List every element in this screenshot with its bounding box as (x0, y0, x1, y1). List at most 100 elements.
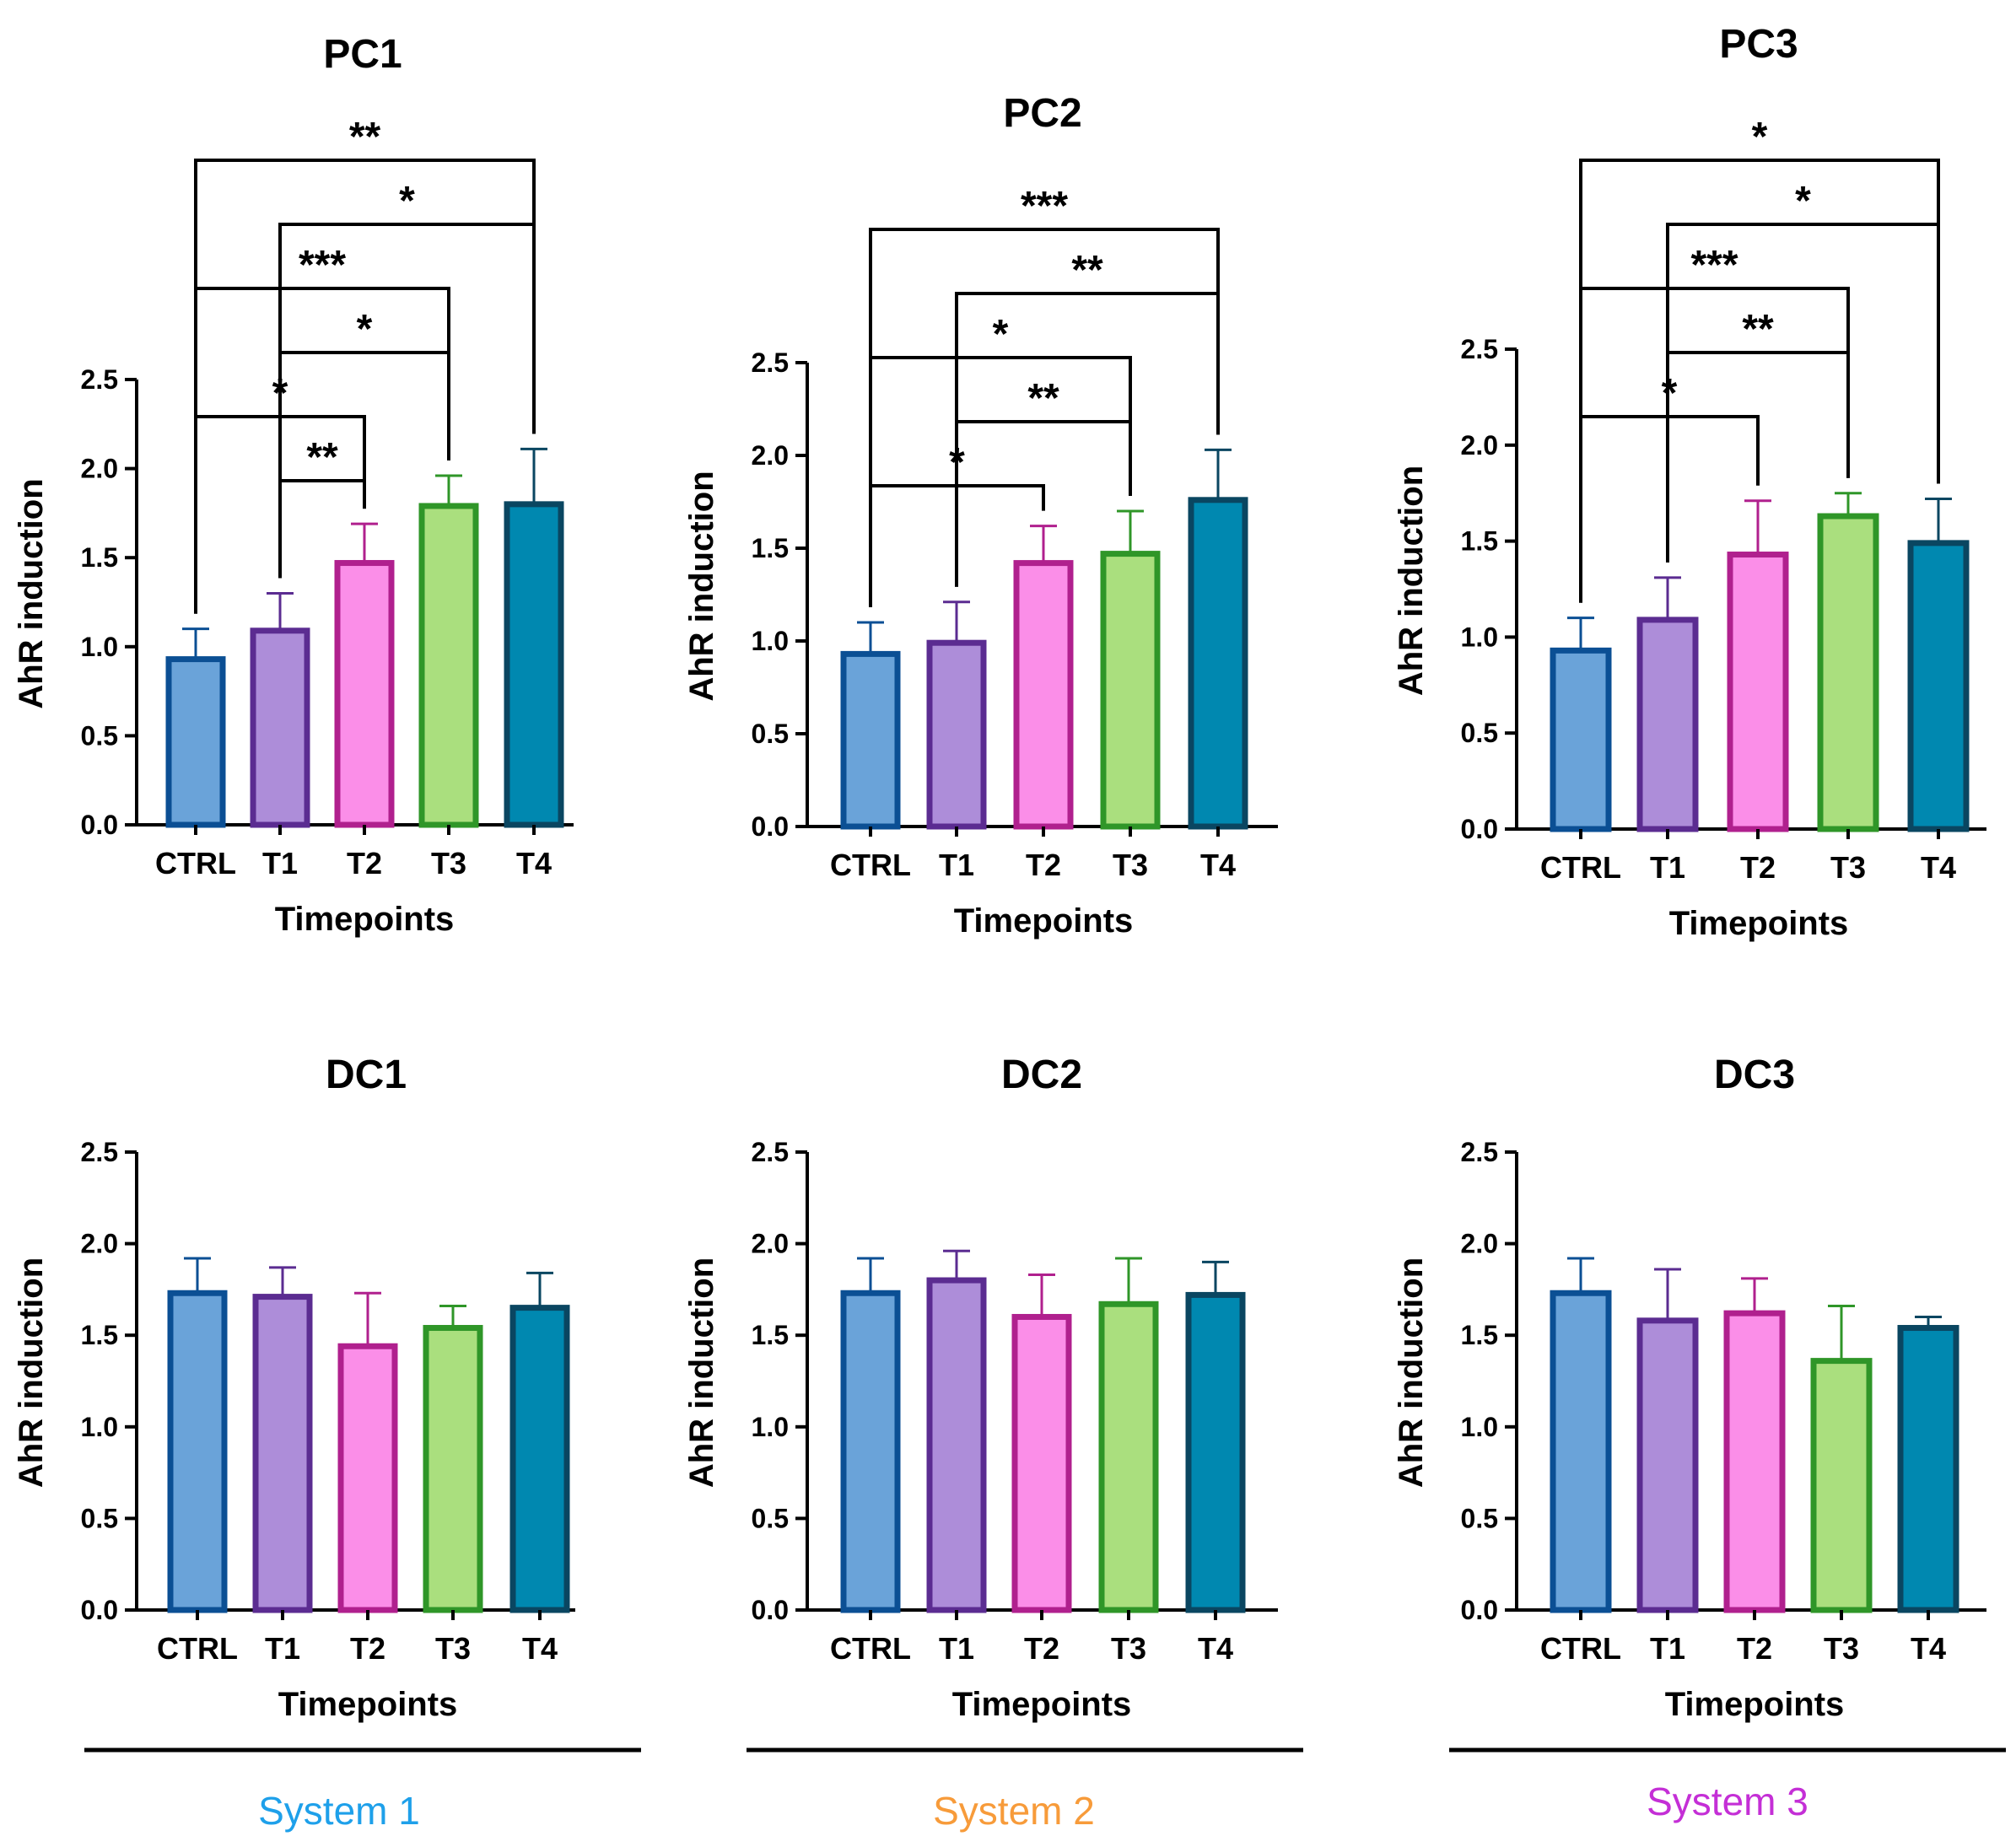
x-tick-label: T1 (1650, 850, 1685, 885)
x-tick-label: T4 (1200, 848, 1236, 882)
x-tick-label: T1 (939, 848, 974, 882)
chart-title: DC2 (1001, 1053, 1082, 1097)
bar-t1 (926, 1277, 987, 1613)
x-tick-label: T3 (1113, 848, 1148, 882)
bar-t4 (1185, 1291, 1246, 1613)
y-axis-title: AhR induction (683, 1257, 720, 1488)
x-tick-label: T4 (516, 846, 552, 880)
significance-label: * (357, 307, 373, 352)
bar-t2 (334, 560, 395, 828)
y-tick-label: 0.5 (81, 720, 118, 751)
chart-title: DC3 (1714, 1053, 1795, 1097)
significance-label: ** (1027, 376, 1059, 421)
y-tick-label: 0.0 (81, 810, 118, 840)
significance-bracket (194, 159, 536, 614)
significance-label: * (993, 312, 1009, 357)
x-axis-title: Timepoints (1669, 905, 1849, 942)
x-axis-title: Timepoints (954, 902, 1134, 940)
x-tick-label: T4 (522, 1631, 558, 1666)
bar-t2 (1727, 552, 1789, 832)
significance-label: ** (349, 115, 381, 159)
x-tick-label: CTRL (157, 1631, 238, 1666)
bar-t4 (1897, 1325, 1959, 1613)
bar-t1 (250, 627, 310, 828)
y-tick-label: 1.5 (752, 1320, 789, 1350)
bar-ctrl (165, 656, 226, 828)
significance-label: ** (1071, 248, 1103, 293)
x-tick-label: T2 (1024, 1631, 1059, 1666)
y-tick-label: 1.0 (1461, 1412, 1498, 1442)
bar-t4 (504, 501, 564, 828)
x-tick-label: CTRL (830, 1631, 911, 1666)
bar-t1 (252, 1294, 313, 1613)
x-tick-label: T3 (1111, 1631, 1146, 1666)
bar-t1 (1636, 617, 1699, 832)
x-tick-label: T4 (1198, 1631, 1233, 1666)
y-tick-label: 2.0 (752, 1229, 789, 1259)
significance-label: * (1752, 115, 1768, 159)
y-tick-label: 2.5 (1461, 1137, 1498, 1167)
y-tick-label: 1.5 (81, 542, 118, 573)
chart-dc1: DC1 0.0 0.5 1.0 1.5 2.0 2.5 AhR induction CTRL T1… (13, 1053, 575, 1723)
bar-t2 (337, 1343, 398, 1613)
system-group-2: System 2 (747, 1747, 1303, 1833)
bar-t3 (423, 1325, 483, 1613)
y-tick-label: 0.0 (752, 811, 789, 842)
system-group-1: System 1 (84, 1747, 641, 1833)
y-tick-label: 0.0 (1461, 1595, 1498, 1625)
chart-title: PC3 (1719, 22, 1798, 67)
x-tick-label: T2 (1740, 850, 1776, 885)
bar-t2 (1013, 560, 1074, 830)
x-tick-label: T1 (262, 846, 298, 880)
x-tick-label: CTRL (1540, 850, 1621, 885)
significance-label: * (399, 179, 415, 223)
chart-pc3: PC3 0.0 0.5 1.0 1.5 2.0 2.5 AhR induction CTRL T1… (1393, 22, 1986, 942)
x-tick-label: CTRL (155, 846, 236, 880)
system-label: System 3 (1647, 1780, 1808, 1823)
significance-label: *** (1690, 243, 1738, 288)
x-tick-label: CTRL (830, 848, 911, 882)
significance-label: ** (306, 435, 338, 480)
y-tick-label: 0.5 (1461, 718, 1498, 748)
y-tick-label: 1.5 (81, 1320, 118, 1350)
y-tick-label: 1.5 (752, 533, 789, 563)
chart-dc2: DC2 0.0 0.5 1.0 1.5 2.0 2.5 AhR induction CTRL T1… (683, 1053, 1278, 1723)
bar-ctrl (840, 650, 901, 830)
x-tick-label: T4 (1911, 1631, 1946, 1666)
x-tick-label: T3 (1824, 1631, 1859, 1666)
y-tick-label: 2.0 (1461, 430, 1498, 460)
bar-ctrl (167, 1290, 228, 1613)
x-tick-label: T1 (265, 1631, 300, 1666)
chart-pc2: PC2 0.0 0.5 1.0 1.5 2.0 2.5 AhR induction CTRL T1… (683, 91, 1278, 940)
x-axis-title: Timepoints (952, 1686, 1132, 1723)
y-tick-label: 0.0 (752, 1595, 789, 1625)
significance-bracket (1579, 287, 1850, 603)
significance-bracket (1579, 159, 1940, 603)
y-tick-label: 2.5 (1461, 334, 1498, 364)
bar-t4 (1907, 540, 1970, 832)
x-axis-title: Timepoints (278, 1686, 458, 1723)
y-tick-label: 2.0 (752, 440, 789, 471)
y-axis-title: AhR induction (13, 1257, 50, 1488)
bar-t1 (926, 639, 987, 830)
x-tick-label: CTRL (1540, 1631, 1621, 1666)
bar-t4 (509, 1305, 570, 1613)
significance-bracket (869, 228, 1220, 607)
significance-bracket (869, 356, 1132, 607)
significance-label: *** (299, 243, 346, 288)
bar-t3 (418, 503, 479, 828)
bar-ctrl (1550, 1290, 1612, 1613)
bar-t3 (1817, 513, 1879, 832)
chart-title: PC2 (1003, 91, 1081, 136)
y-tick-label: 2.5 (752, 1137, 789, 1167)
y-tick-label: 1.0 (752, 626, 789, 656)
x-axis-title: Timepoints (275, 901, 455, 938)
y-tick-label: 0.0 (81, 1595, 118, 1625)
significance-label: * (1662, 371, 1678, 416)
x-axis-title: Timepoints (1665, 1686, 1845, 1723)
y-axis-title: AhR induction (1393, 1257, 1430, 1488)
y-tick-label: 2.0 (81, 454, 118, 484)
y-tick-label: 1.0 (1461, 622, 1498, 652)
significance-label: ** (1742, 307, 1774, 352)
significance-label: *** (1021, 184, 1068, 229)
